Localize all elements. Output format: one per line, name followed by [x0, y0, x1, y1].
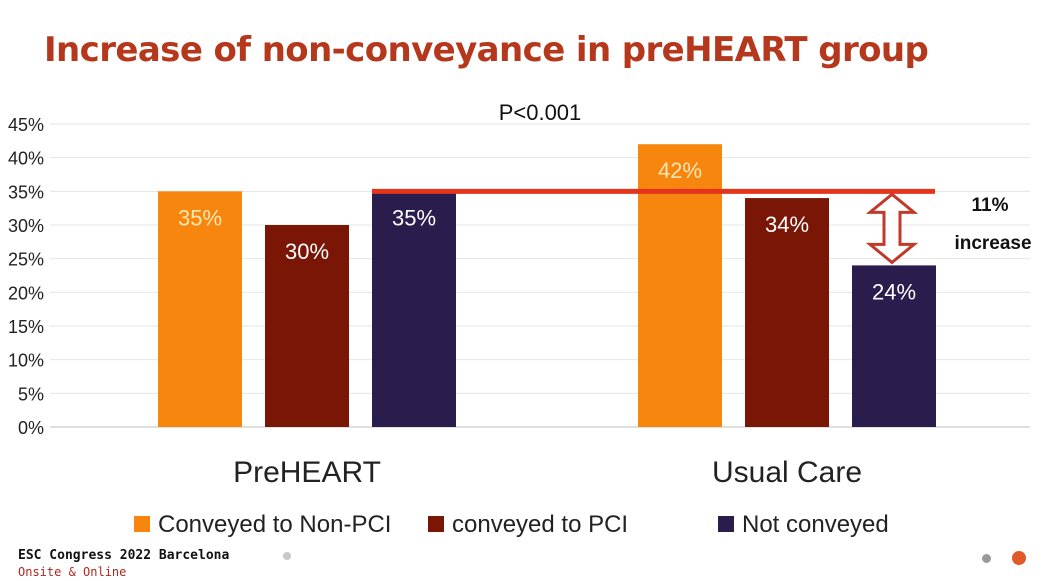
legend-swatch	[718, 516, 734, 532]
legend-label: conveyed to PCI	[452, 511, 628, 538]
bar-data-labels: 35% 42% 30% 34% 35% 24%	[178, 158, 916, 304]
increase-text-label: increase	[954, 233, 1031, 254]
legend-swatch	[134, 516, 150, 532]
increase-percent-label: 11%	[972, 195, 1009, 216]
double-arrow-icon	[865, 192, 919, 265]
legend: Conveyed to Non-PCI conveyed to PCI Not co…	[134, 511, 889, 538]
y-tick-label: 5%	[18, 384, 44, 404]
slide-title: Increase of non-conveyance in preHEART g…	[44, 30, 929, 70]
bar-0-2	[372, 191, 456, 427]
y-axis-ticks: 0% 5% 10% 15% 20% 25% 30% 35% 40% 45%	[8, 115, 44, 438]
bar-0-0	[158, 191, 242, 427]
y-tick-label: 25%	[8, 250, 44, 270]
y-tick-label: 20%	[8, 283, 44, 303]
footer-dot-icon	[283, 552, 291, 560]
bars	[158, 144, 936, 427]
y-tick-label: 35%	[8, 182, 44, 202]
p-value-label: P<0.001	[499, 100, 582, 125]
y-tick-label: 45%	[8, 115, 44, 135]
y-tick-label: 0%	[18, 418, 44, 438]
y-tick-label: 15%	[8, 317, 44, 337]
next-slide-dot[interactable]	[1012, 551, 1026, 565]
x-axis-categories: PreHEART Usual Care	[233, 456, 862, 489]
bar-1-0	[638, 144, 722, 427]
bar-value-label: 42%	[658, 158, 702, 183]
bar-value-label: 35%	[178, 205, 222, 230]
y-tick-label: 30%	[8, 216, 44, 236]
y-tick-label: 40%	[8, 149, 44, 169]
footer-subtitle: Onsite & Online	[18, 565, 127, 579]
legend-swatch	[428, 516, 444, 532]
bar-1-2	[852, 265, 936, 427]
x-category-label: PreHEART	[233, 456, 381, 489]
legend-label: Conveyed to Non-PCI	[158, 511, 391, 538]
bar-1-1	[745, 198, 829, 427]
previous-slide-dot[interactable]	[982, 554, 991, 563]
bar-value-label: 24%	[872, 279, 916, 304]
footer-event-name: ESC Congress 2022 Barcelona	[18, 548, 230, 563]
y-tick-label: 10%	[8, 351, 44, 371]
bar-value-label: 35%	[392, 205, 436, 230]
bar-value-label: 34%	[765, 212, 809, 237]
legend-label: Not conveyed	[742, 511, 889, 538]
bar-0-1	[265, 225, 349, 427]
x-category-label: Usual Care	[712, 456, 862, 489]
bar-value-label: 30%	[285, 239, 329, 264]
